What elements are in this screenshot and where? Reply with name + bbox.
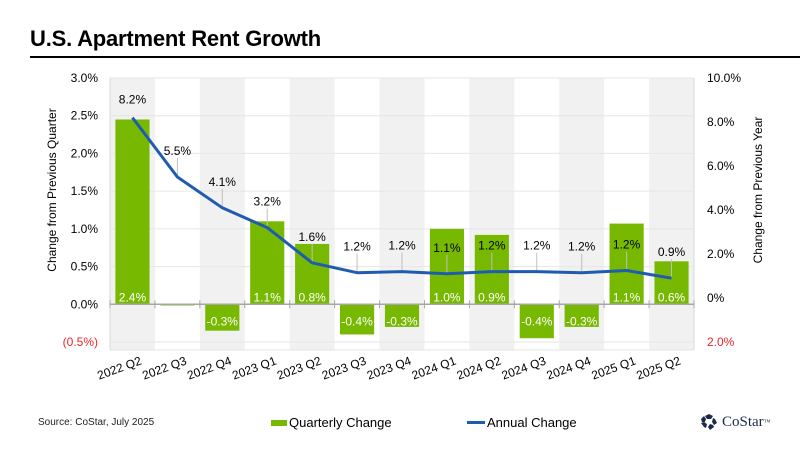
costar-star-icon xyxy=(701,414,717,430)
legend-label: Quarterly Change xyxy=(289,415,392,430)
right-axis-tick-label: 2.0% xyxy=(707,335,735,349)
line-data-label: 1.2% xyxy=(613,238,641,252)
bar-data-label: 1.0% xyxy=(433,290,461,304)
left-axis-ticks: 3.0% 2.5% 2.0% 1.5% 1.0% 0.5% 0.0% (0.5%) xyxy=(63,71,99,349)
x-axis-tick-label: 2022 Q4 xyxy=(185,354,233,383)
right-axis-title: Change from Previous Year xyxy=(751,117,765,264)
bar-quarterly-change xyxy=(115,119,150,305)
left-axis-tick-label: 0.5% xyxy=(71,260,99,274)
right-axis-ticks: 10.0% 8.0% 6.0% 4.0% 2.0% 0% 2.0% xyxy=(707,71,741,349)
line-data-label: 1.2% xyxy=(523,239,551,253)
bar-data-label: 0.6% xyxy=(658,290,686,304)
title-divider xyxy=(30,56,800,58)
left-axis-title: Change from Previous Quarter xyxy=(45,108,59,271)
bar-data-label: 0.9% xyxy=(478,290,506,304)
line-data-label: 1.2% xyxy=(478,239,506,253)
bar-data-label: -0.3% xyxy=(386,314,418,328)
line-data-label: 0.9% xyxy=(658,245,686,259)
bar-data-label: 2.4% xyxy=(119,290,147,304)
line-data-label: 3.2% xyxy=(254,195,282,209)
bar-data-label: 1.1% xyxy=(254,290,282,304)
legend-swatch-line xyxy=(467,421,485,424)
line-data-label: 1.2% xyxy=(343,240,371,254)
source-note: Source: CoStar, July 2025 xyxy=(38,417,155,428)
right-axis-tick-label: 4.0% xyxy=(707,203,735,217)
costar-logo: CoStar ™ xyxy=(700,413,771,431)
bar-quarterly-change xyxy=(205,304,240,331)
legend-label: Annual Change xyxy=(487,415,577,430)
x-axis-tick-label: 2024 Q2 xyxy=(455,354,503,383)
right-axis-tick-label: 0% xyxy=(707,291,725,305)
bar-data-label: -0.3% xyxy=(207,314,239,328)
category-band xyxy=(649,78,694,350)
x-axis-tick-label: 2023 Q3 xyxy=(320,354,368,383)
bar-data-label: -0.4% xyxy=(341,314,373,328)
bar-quarterly-change xyxy=(340,304,375,335)
left-axis-tick-label: 3.0% xyxy=(71,71,99,85)
bar-quarterly-change xyxy=(519,304,554,339)
label-leaders xyxy=(176,158,673,278)
right-axis-tick-label: 6.0% xyxy=(707,159,735,173)
x-axis-tick-label: 2022 Q2 xyxy=(95,354,143,383)
x-axis-tick-label: 2025 Q2 xyxy=(635,354,683,383)
category-band xyxy=(289,78,335,350)
right-axis-tick-label: 10.0% xyxy=(707,71,741,85)
line-data-label: 1.2% xyxy=(388,239,416,253)
x-axis-tick-label: 2024 Q3 xyxy=(500,354,548,383)
bar-data-label: -0.4% xyxy=(521,314,553,328)
legend-item-annual[interactable]: Annual Change xyxy=(467,415,577,430)
bar-data-label: 1.1% xyxy=(613,290,641,304)
bar-quarterly-change xyxy=(564,304,599,327)
line-series xyxy=(131,116,672,280)
x-axis-tick-label: 2023 Q1 xyxy=(230,354,278,383)
right-axis-tick-label: 2.0% xyxy=(707,247,735,261)
x-axis-tick-label: 2025 Q1 xyxy=(590,354,638,383)
bar-quarterly-change xyxy=(384,304,420,327)
line-annual-change xyxy=(131,116,672,280)
left-axis-tick-label: 1.5% xyxy=(71,184,99,198)
left-axis-tick-label: 1.0% xyxy=(71,222,99,236)
bar-data-labels: 2.4% -0.3% 1.1% 0.8% -0.4% -0.3% 1.0% 0.9% -0.4%… xyxy=(119,290,686,328)
line-data-labels: 8.2% 5.5% 4.1% 3.2% 1.6% 1.2% 1.2% 1.1% 1.2% 1.2%… xyxy=(119,93,686,260)
x-axis-tick-label: 2022 Q3 xyxy=(140,354,188,383)
legend-item-quarterly[interactable]: Quarterly Change xyxy=(271,415,392,430)
line-data-label: 1.6% xyxy=(298,230,326,244)
line-data-label: 5.5% xyxy=(164,144,192,158)
x-axis-tick-label: 2024 Q1 xyxy=(410,354,458,383)
x-axis-tick-label: 2023 Q4 xyxy=(365,354,413,383)
legend-swatch-bar xyxy=(271,419,287,426)
right-axis-tick-label: 8.0% xyxy=(707,115,735,129)
line-data-label: 4.1% xyxy=(209,175,237,189)
left-axis-tick-label: 2.5% xyxy=(71,109,99,123)
chart-title: U.S. Apartment Rent Growth xyxy=(30,26,321,51)
logo-text: CoStar xyxy=(722,413,764,430)
bar-data-label: -0.3% xyxy=(566,314,598,328)
zero-axis xyxy=(109,300,695,309)
left-axis-tick-label: (0.5%) xyxy=(63,335,98,349)
x-axis-tick-label: 2023 Q2 xyxy=(275,354,323,383)
bar-data-label: 0.8% xyxy=(298,290,326,304)
line-data-label: 1.2% xyxy=(568,240,596,254)
category-band xyxy=(469,78,515,350)
line-data-label: 1.1% xyxy=(433,241,461,255)
left-axis-tick-label: 0.0% xyxy=(71,297,99,311)
left-axis-tick-label: 2.0% xyxy=(71,146,99,160)
bar-quarterly-change xyxy=(160,304,195,306)
x-axis-tick-label: 2024 Q4 xyxy=(545,354,593,383)
line-data-label: 8.2% xyxy=(119,93,147,107)
